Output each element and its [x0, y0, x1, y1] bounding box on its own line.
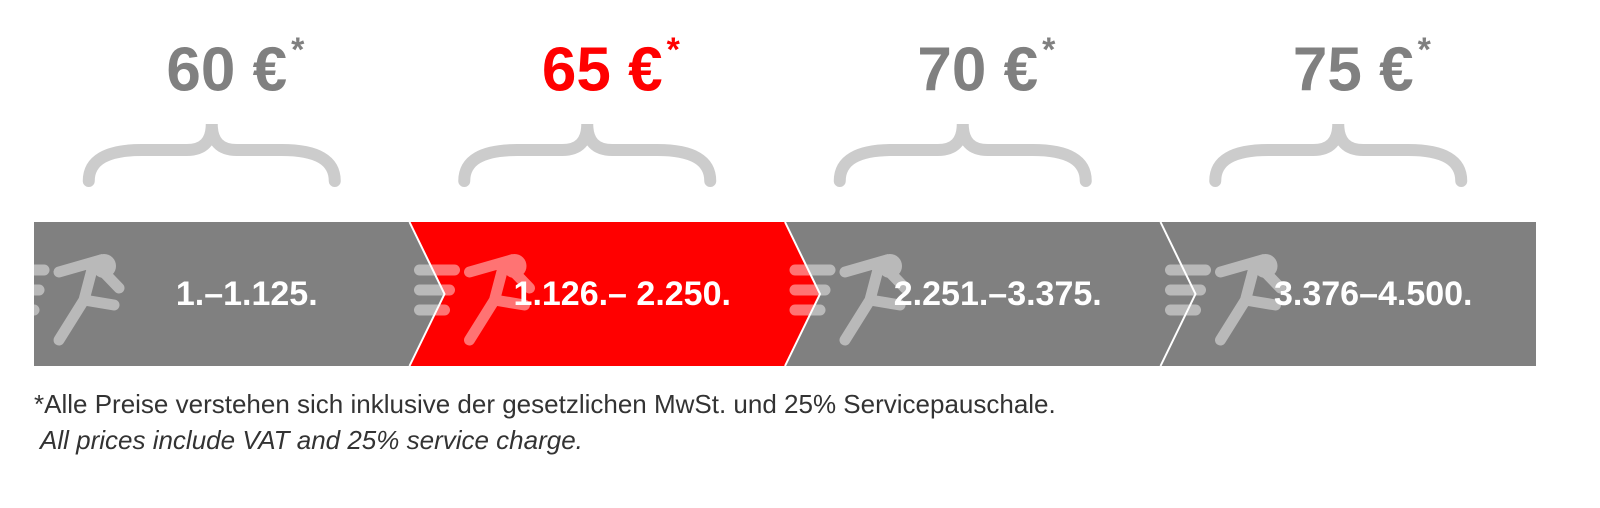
runner-head	[878, 254, 902, 278]
brace	[1209, 123, 1468, 187]
footnote-de: *Alle Preise verstehen sich inklusive de…	[34, 389, 1056, 419]
price-asterisk: *	[667, 31, 681, 69]
price-asterisk: *	[1042, 31, 1056, 69]
tier-band	[785, 222, 1196, 366]
runner-head	[92, 254, 116, 278]
price-asterisk: *	[291, 31, 305, 69]
price-asterisk: *	[1418, 31, 1432, 69]
runner-head	[502, 254, 527, 278]
footnote-en: All prices include VAT and 25% service c…	[38, 425, 583, 455]
tier-range: 2.251.–3.375.	[894, 275, 1102, 313]
runner-icon	[414, 254, 535, 346]
tier-band	[1160, 222, 1536, 366]
runner-body	[839, 254, 911, 346]
tier-price: 60 €	[166, 35, 287, 104]
runner-icon	[1165, 254, 1286, 346]
tier-band	[34, 222, 445, 366]
tier-price: 75 €	[1293, 35, 1414, 104]
tier-range: 3.376–4.500.	[1274, 275, 1473, 313]
brace	[458, 123, 717, 187]
tier-price: 70 €	[917, 35, 1038, 104]
tier-range: 1.–1.125.	[176, 275, 318, 313]
tier-divider	[408, 221, 446, 367]
tier-divider	[784, 221, 822, 367]
brace	[82, 123, 341, 187]
tier-range: 1.126.– 2.250.	[514, 275, 731, 313]
runner-icon	[789, 254, 911, 346]
tier-divider	[1159, 221, 1197, 367]
runner-body	[464, 254, 535, 346]
brace	[833, 123, 1092, 187]
runner-icon	[3, 254, 125, 346]
runner-body	[1215, 254, 1286, 346]
runner-head	[1253, 254, 1278, 278]
tier-band	[409, 222, 820, 366]
tier-price: 65 €	[542, 35, 663, 104]
runner-body	[53, 254, 125, 346]
